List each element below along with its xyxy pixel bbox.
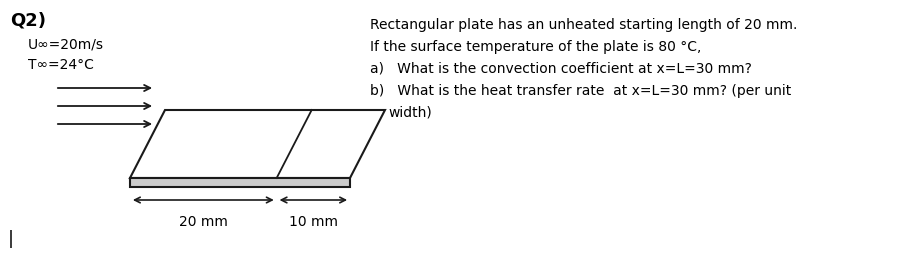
Text: 10 mm: 10 mm	[288, 215, 337, 229]
Text: b)   What is the heat transfer rate  at x=L=30 mm? (per unit: b) What is the heat transfer rate at x=L…	[370, 84, 791, 98]
Text: If the surface temperature of the plate is 80 °C,: If the surface temperature of the plate …	[370, 40, 701, 54]
Polygon shape	[130, 110, 385, 178]
Text: width): width)	[388, 106, 432, 120]
Text: T∞=24°C: T∞=24°C	[28, 58, 94, 72]
Text: Q2): Q2)	[10, 12, 46, 30]
Polygon shape	[130, 178, 350, 187]
Text: |: |	[8, 230, 14, 248]
Text: U∞=20m/s: U∞=20m/s	[28, 38, 104, 52]
Text: a)   What is the convection coefficient at x=L=30 mm?: a) What is the convection coefficient at…	[370, 62, 752, 76]
Text: 20 mm: 20 mm	[179, 215, 228, 229]
Text: Rectangular plate has an unheated starting length of 20 mm.: Rectangular plate has an unheated starti…	[370, 18, 797, 32]
